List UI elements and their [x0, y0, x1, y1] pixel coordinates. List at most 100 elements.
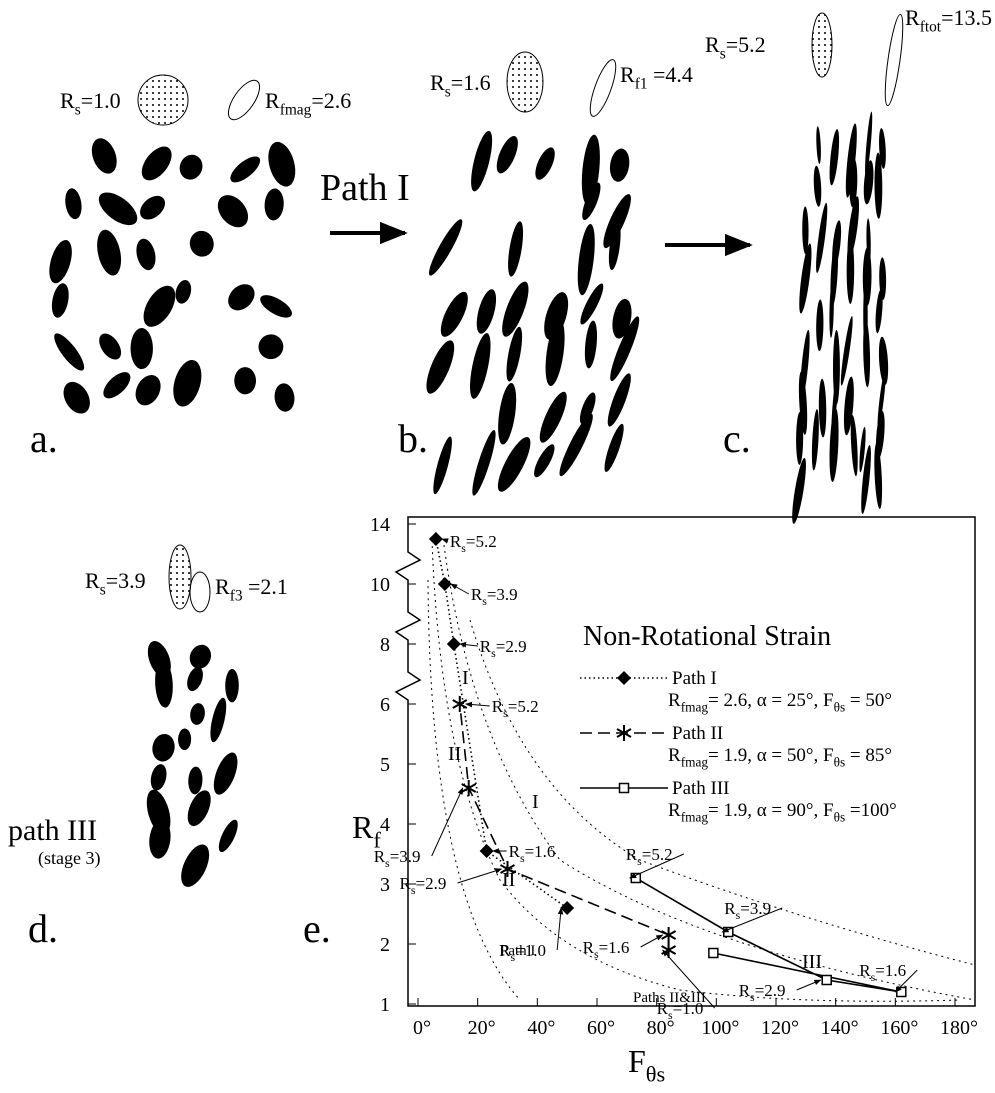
grain — [608, 221, 621, 271]
grain — [188, 766, 203, 795]
point-label: Rs=2.9 — [400, 874, 447, 897]
annotation: II — [502, 869, 515, 891]
path-label: Path I — [320, 167, 410, 209]
y-tick-label: 6 — [380, 694, 390, 716]
text: =2.6 — [311, 88, 351, 113]
grain — [792, 458, 806, 524]
panel-letter: a. — [30, 416, 58, 461]
grain — [218, 819, 238, 853]
grain — [544, 292, 569, 340]
grain — [849, 158, 858, 208]
grain — [535, 147, 555, 180]
text: R — [60, 88, 75, 113]
strain-marker — [137, 74, 189, 126]
text: R — [905, 5, 920, 30]
subscript: s — [482, 594, 487, 608]
grain — [859, 426, 866, 473]
grain — [234, 367, 257, 395]
grain — [534, 444, 555, 478]
grain — [610, 316, 640, 382]
grain — [816, 126, 821, 165]
fabric-marker — [227, 79, 261, 121]
text: R — [705, 32, 720, 57]
text: =5.2 — [726, 32, 766, 57]
marker — [661, 942, 677, 958]
text: =1.6 — [525, 842, 556, 861]
text: R — [471, 585, 483, 604]
grain — [187, 790, 211, 827]
grain — [813, 165, 822, 207]
grain — [829, 282, 834, 338]
text: R — [657, 999, 669, 1018]
marker — [446, 637, 461, 651]
grain — [178, 728, 192, 751]
grain — [187, 666, 203, 692]
point-label: Rs=1.0 — [657, 999, 704, 1022]
grain — [497, 437, 531, 492]
fabric-marker — [589, 59, 617, 117]
legend-params: Rfmag= 1.9, α = 90°, Fθs =100° — [668, 800, 897, 825]
grain — [584, 320, 598, 369]
subscript: s — [520, 851, 525, 865]
y-tick-label: 8 — [380, 634, 390, 656]
grain — [213, 752, 238, 795]
y-tick-label: 3 — [380, 874, 390, 896]
panel-letter: c. — [723, 416, 751, 461]
grain — [579, 392, 596, 425]
grain — [508, 221, 524, 277]
grain — [874, 152, 883, 219]
x-tick-label: 80° — [647, 1017, 675, 1039]
subscript: fmag — [280, 102, 312, 119]
grain — [141, 146, 172, 181]
point-label: Rs=2.9 — [739, 981, 786, 1004]
point-label: Rs=5.2 — [626, 845, 673, 868]
grain — [846, 237, 855, 304]
subscript: θs — [646, 1062, 665, 1087]
grain — [173, 359, 202, 407]
grain — [877, 370, 886, 429]
leader — [721, 907, 783, 933]
text: R — [668, 690, 681, 711]
text: R — [668, 800, 681, 821]
grain — [845, 123, 857, 198]
subscript: fmag — [681, 810, 709, 825]
subscript: θs — [834, 755, 846, 770]
grain — [49, 240, 72, 284]
strain-marker — [506, 51, 544, 113]
text: = 50° — [845, 690, 892, 711]
y-tick-label: 5 — [380, 754, 390, 776]
grain — [559, 413, 593, 477]
text: R — [430, 70, 445, 95]
text: =1.0 — [673, 999, 704, 1018]
marker — [452, 696, 468, 712]
ratio-label: Rs=1.0 — [60, 88, 121, 119]
grain — [506, 326, 523, 382]
strain-marker — [168, 544, 192, 610]
point-label: Rs=3.9 — [374, 847, 421, 870]
text: = 2.6, α = 25°, F — [708, 690, 834, 711]
fabric-marker — [189, 571, 211, 613]
grain — [502, 281, 529, 337]
subscript: s — [411, 883, 416, 897]
text: R — [626, 845, 638, 864]
chart-title: Non-Rotational Strain — [583, 621, 831, 652]
text: R — [492, 697, 504, 716]
text: R — [668, 745, 681, 766]
subscript: s — [668, 1008, 673, 1022]
text: = 1.9, α = 50°, F — [708, 745, 834, 766]
grain — [496, 135, 518, 174]
ratio-label: Rf1 =4.4 — [620, 62, 693, 93]
subscript: s — [871, 970, 876, 984]
x-tick-label: 120° — [761, 1017, 799, 1039]
panel-letter: d. — [28, 906, 58, 951]
marker — [661, 927, 677, 943]
marker — [616, 725, 632, 741]
subscript: s — [736, 908, 741, 922]
ratio-label: Rf3 =2.1 — [215, 574, 288, 605]
grain — [879, 257, 887, 300]
text: =1.0 — [515, 941, 546, 960]
point-label: Rs=2.9 — [480, 637, 527, 660]
grain — [135, 375, 161, 406]
envelope — [469, 619, 976, 966]
grain — [103, 372, 131, 399]
